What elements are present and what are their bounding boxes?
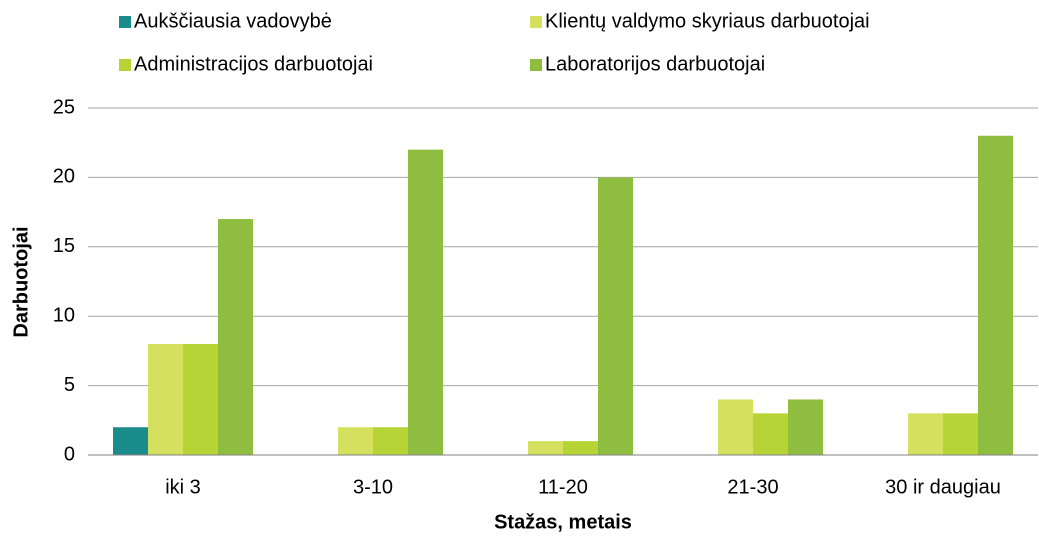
bar (113, 427, 148, 455)
bar (753, 413, 788, 455)
bar (908, 413, 943, 455)
x-axis-title: Stažas, metais (494, 511, 632, 533)
bar (373, 427, 408, 455)
y-tick-label: 0 (64, 443, 75, 465)
y-tick-label: 10 (53, 304, 75, 326)
bar (788, 399, 823, 455)
x-tick-label: 21-30 (727, 476, 778, 498)
legend-swatch (119, 16, 131, 28)
y-tick-label: 5 (64, 374, 75, 396)
x-tick-label: iki 3 (165, 476, 201, 498)
legend-swatch (119, 59, 131, 71)
bar (563, 441, 598, 455)
y-tick-label: 15 (53, 235, 75, 257)
legend-label: Laboratorijos darbuotojai (545, 53, 765, 75)
bar (183, 343, 218, 455)
bar (148, 343, 183, 455)
y-tick-label: 25 (53, 96, 75, 118)
legend-swatch (530, 16, 542, 28)
legend-label: Administracijos darbuotojai (134, 53, 373, 75)
y-tick-label: 20 (53, 166, 75, 188)
x-tick-label: 30 ir daugiau (885, 476, 1001, 498)
legend-label: Klientų valdymo skyriaus darbuotojai (545, 10, 870, 32)
y-axis-title: Darbuotojai (10, 226, 32, 337)
bar (408, 149, 443, 455)
bar (718, 399, 753, 455)
bar (528, 441, 563, 455)
x-tick-label: 11-20 (538, 476, 588, 498)
legend-swatch (530, 59, 542, 71)
legend-label: Aukščiausia vadovybė (134, 10, 332, 32)
bar (978, 135, 1013, 455)
bar (338, 427, 373, 455)
bar (598, 177, 633, 455)
bar (218, 219, 253, 455)
bar (943, 413, 978, 455)
x-tick-label: 3-10 (353, 476, 393, 498)
